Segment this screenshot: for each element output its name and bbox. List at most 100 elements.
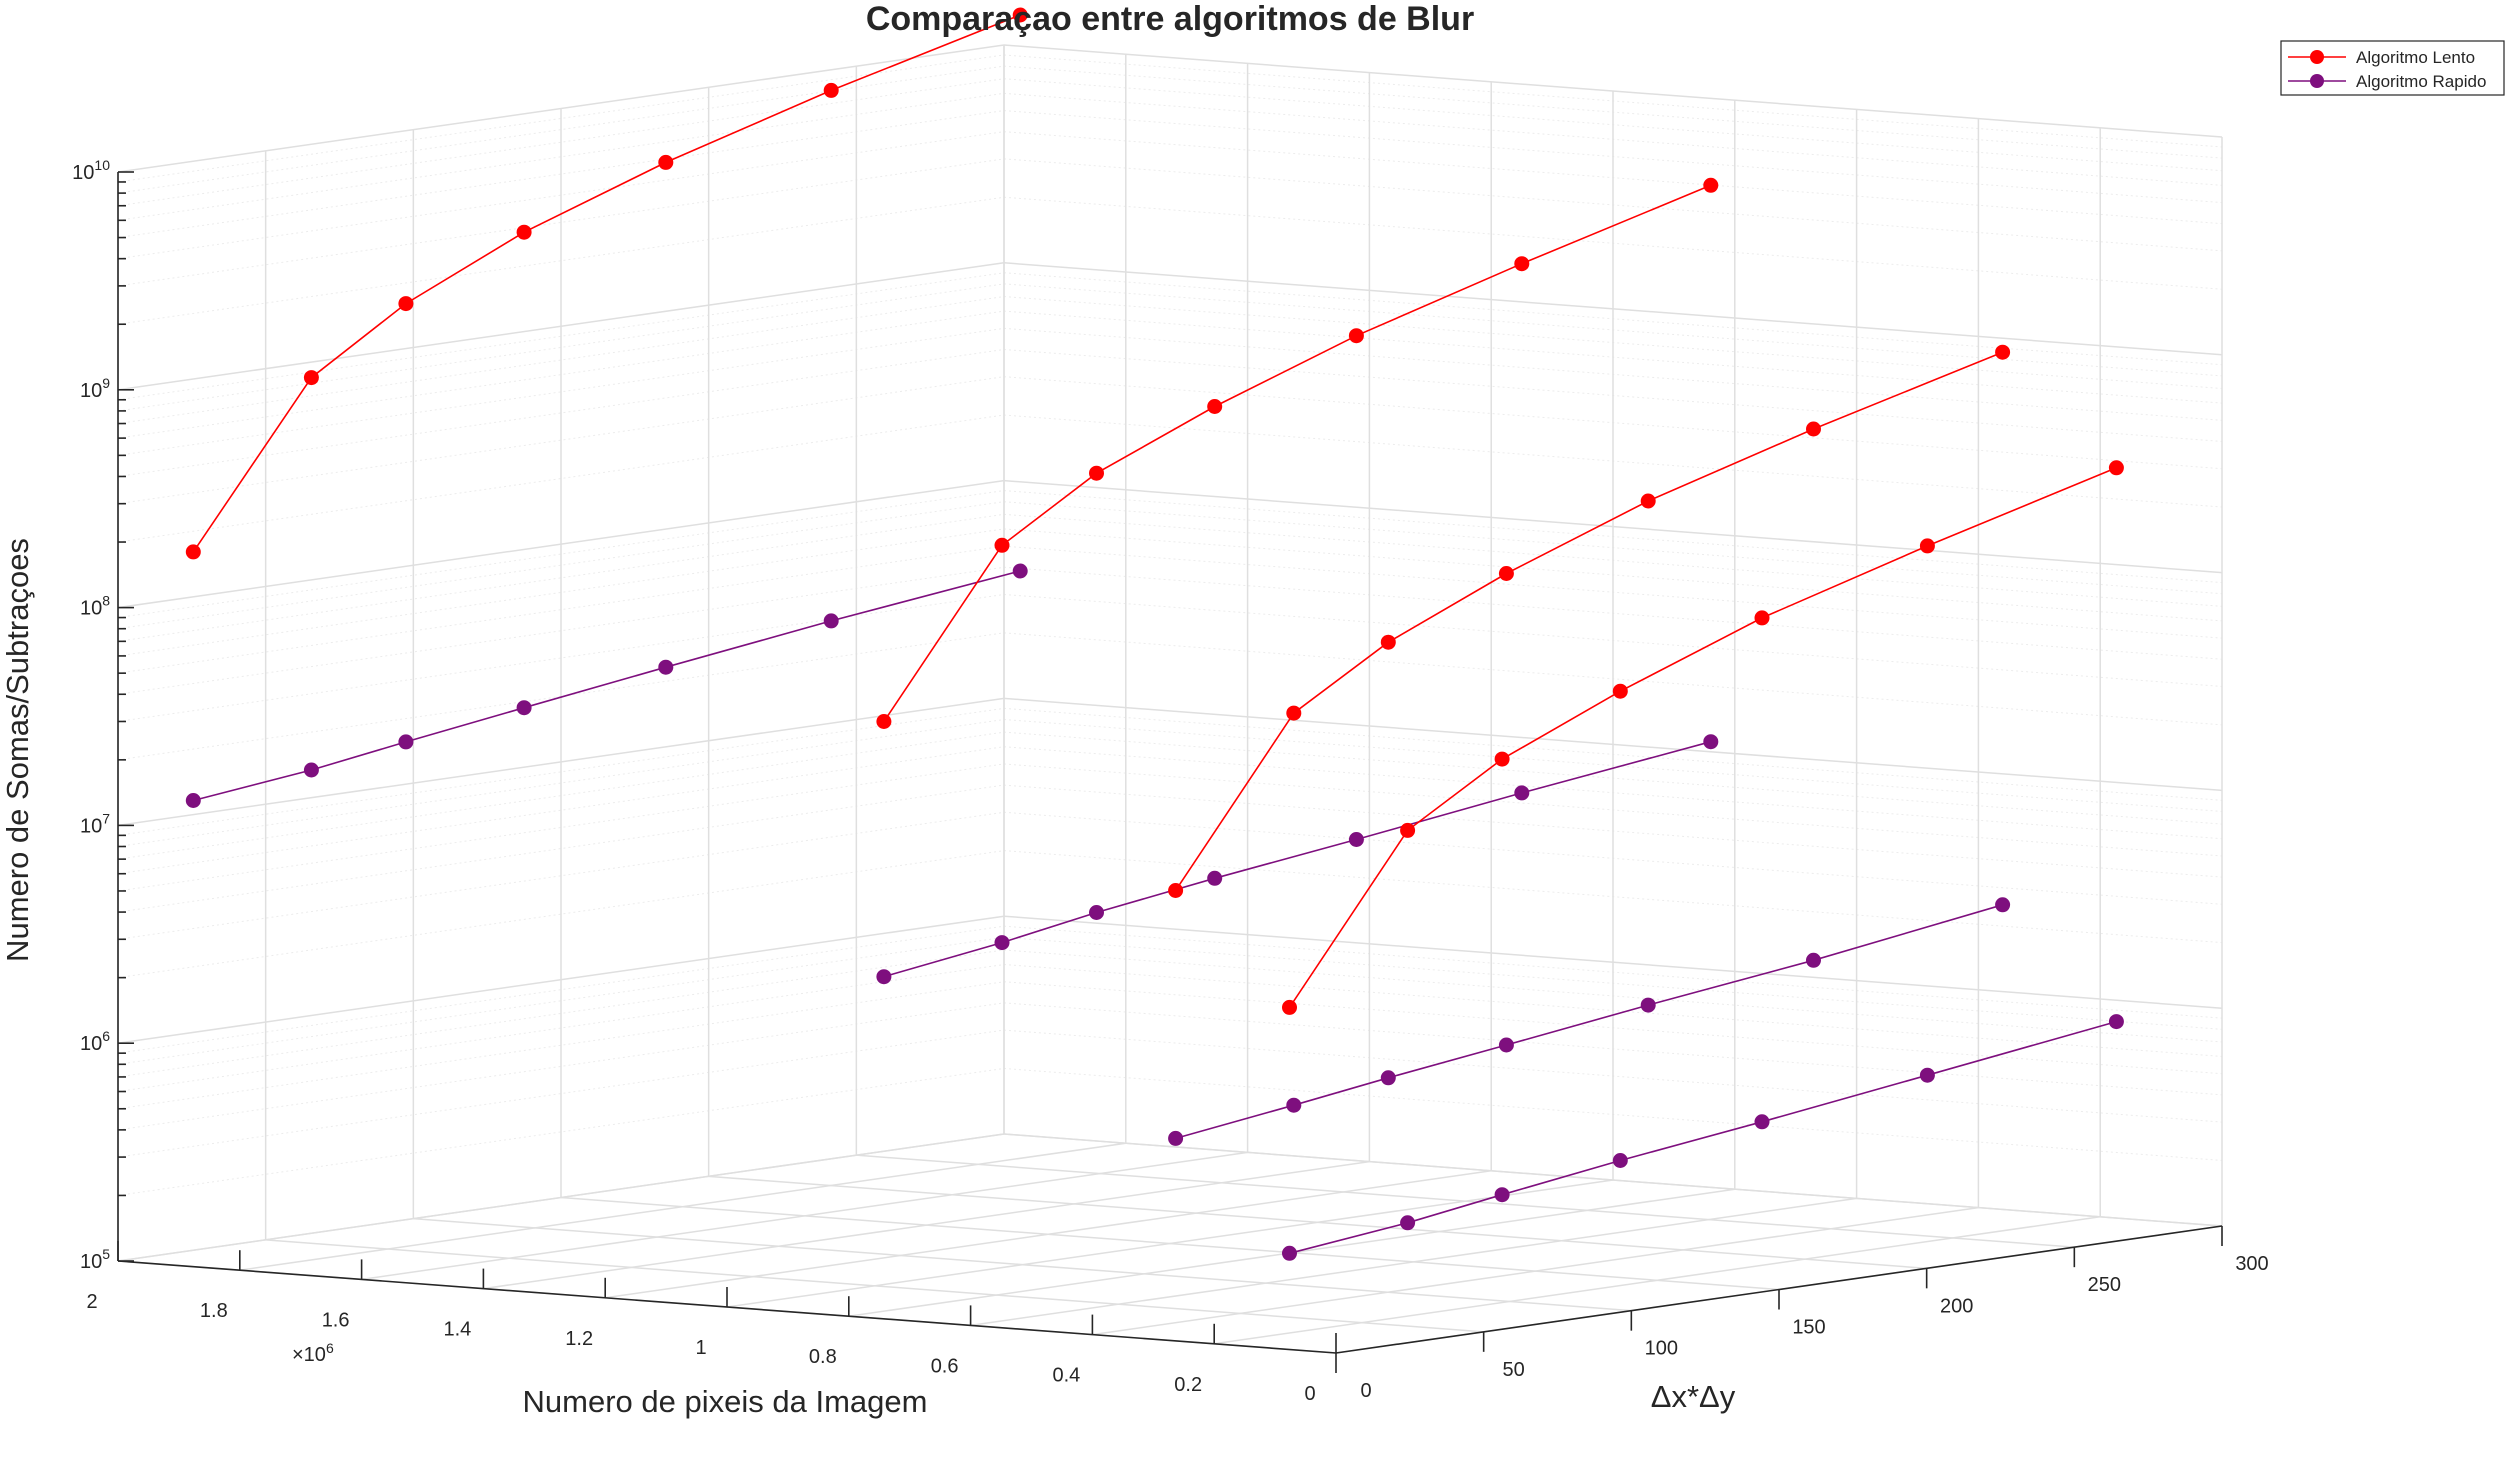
data-point bbox=[1703, 177, 1719, 193]
y-gridline bbox=[1003, 1133, 2223, 1227]
data-point bbox=[398, 734, 414, 750]
data-point bbox=[1282, 999, 1297, 1015]
x-tick-label: 2 bbox=[86, 1291, 97, 1313]
data-point bbox=[1380, 634, 1396, 650]
data-point bbox=[1380, 1070, 1396, 1086]
y-tick-label: 50 bbox=[1503, 1359, 1525, 1381]
data-point bbox=[1754, 1114, 1770, 1130]
y-tick-label: 0 bbox=[1360, 1380, 1371, 1402]
x-axis-label: Numero de pixeis da Imagem bbox=[523, 1384, 928, 1419]
y-tick-label: 300 bbox=[2235, 1253, 2268, 1275]
data-point bbox=[1995, 344, 2011, 360]
x-tick-label: 1.6 bbox=[322, 1309, 350, 1331]
data-point bbox=[876, 714, 892, 729]
data-point bbox=[1012, 563, 1028, 579]
x-axis-multiplier: ×106 bbox=[292, 1340, 334, 1366]
z-tick-label: 107 bbox=[80, 810, 110, 837]
z-tick-label: 105 bbox=[80, 1246, 110, 1273]
data-point bbox=[1168, 883, 1184, 898]
legend: Algoritmo Lento Algoritmo Rapido bbox=[2280, 40, 2505, 96]
data-point bbox=[1348, 328, 1364, 344]
data-point bbox=[398, 296, 414, 312]
data-point bbox=[516, 700, 532, 716]
legend-marker-lento bbox=[2310, 50, 2324, 64]
z-tick-label: 109 bbox=[80, 375, 110, 402]
y-tick-label: 150 bbox=[1792, 1317, 1825, 1339]
data-point bbox=[516, 224, 532, 240]
series-3 bbox=[876, 734, 1719, 985]
data-point bbox=[303, 762, 319, 778]
data-point bbox=[1400, 1215, 1416, 1231]
data-point bbox=[2108, 1014, 2124, 1030]
x-tick-label: 0.6 bbox=[931, 1355, 959, 1377]
data-point bbox=[1919, 1067, 1935, 1083]
series-0 bbox=[185, 7, 1028, 560]
grid bbox=[117, 44, 2223, 1354]
series-2 bbox=[876, 177, 1719, 729]
y-gridline bbox=[708, 1175, 1927, 1270]
x-tick-label: 0.2 bbox=[1174, 1374, 1202, 1396]
data-point bbox=[185, 544, 201, 560]
legend-label-rapido: Algoritmo Rapido bbox=[2356, 72, 2486, 91]
chart-title: Comparaçao entre algoritmos de Blur bbox=[866, 0, 1474, 38]
z-tick-label: 106 bbox=[80, 1028, 110, 1055]
data-point bbox=[1754, 610, 1770, 626]
data-point bbox=[2108, 460, 2124, 476]
data-point bbox=[1400, 822, 1416, 838]
data-point bbox=[658, 659, 674, 675]
data-point bbox=[1612, 683, 1628, 699]
x-tick-label: 0.8 bbox=[809, 1346, 837, 1368]
data-point bbox=[1806, 421, 1821, 437]
data-point bbox=[1995, 897, 2011, 913]
x-tick-label: 0.4 bbox=[1052, 1365, 1080, 1387]
x-tick-label: 1.4 bbox=[443, 1319, 471, 1341]
axes: 0 0.2 0.4 0.6 0.8 1 1.2 1.4 1.6 1.8 2 0 50 100 150 200 2… bbox=[72, 157, 2269, 1405]
series-5 bbox=[1168, 897, 2011, 1146]
y-gridline bbox=[413, 1217, 1632, 1312]
y-tick-label: 250 bbox=[2088, 1274, 2121, 1296]
data-point bbox=[1514, 256, 1530, 272]
z-axis-label: Numero de Somas/Subtraçoes bbox=[0, 538, 35, 962]
data-point bbox=[1089, 465, 1104, 481]
data-point bbox=[1640, 493, 1656, 509]
series-4 bbox=[1168, 344, 2011, 898]
axis-labels: Comparaçao entre algoritmos de Blur Nume… bbox=[0, 0, 1736, 1419]
data-series bbox=[185, 7, 2124, 1261]
x-tick-label: 1 bbox=[695, 1337, 706, 1359]
data-point bbox=[1282, 1245, 1297, 1261]
data-point bbox=[1207, 870, 1223, 886]
y-tick-label: 100 bbox=[1645, 1338, 1678, 1360]
z-tick-label: 1010 bbox=[72, 157, 110, 184]
data-point bbox=[658, 154, 674, 170]
series-6 bbox=[1282, 460, 2124, 1015]
data-point bbox=[1806, 952, 1821, 968]
data-point bbox=[185, 793, 201, 808]
data-point bbox=[1919, 538, 1935, 554]
data-point bbox=[1514, 785, 1530, 801]
data-point bbox=[1494, 1187, 1510, 1203]
data-point bbox=[994, 935, 1010, 951]
x-tick-label: 0 bbox=[1304, 1383, 1315, 1405]
data-point bbox=[303, 370, 319, 386]
data-point bbox=[1494, 751, 1510, 767]
data-point bbox=[823, 82, 839, 98]
data-point bbox=[1703, 734, 1719, 750]
z-tick-label: 108 bbox=[80, 593, 110, 620]
data-point bbox=[1286, 705, 1302, 721]
data-point bbox=[1498, 566, 1514, 581]
data-point bbox=[1207, 399, 1223, 414]
x-tick-label: 1.2 bbox=[565, 1328, 593, 1350]
x-tick-label: 1.8 bbox=[200, 1300, 228, 1322]
y-gridline bbox=[856, 1154, 2075, 1248]
data-point bbox=[994, 537, 1010, 553]
y-axis-label: Δx*Δy bbox=[1651, 1379, 1736, 1414]
data-point bbox=[1640, 997, 1656, 1013]
data-point bbox=[1089, 905, 1104, 920]
data-point bbox=[1612, 1153, 1628, 1168]
data-point bbox=[876, 969, 892, 985]
data-point bbox=[823, 613, 839, 629]
data-point bbox=[1348, 832, 1364, 847]
y-gridline bbox=[265, 1239, 1484, 1333]
